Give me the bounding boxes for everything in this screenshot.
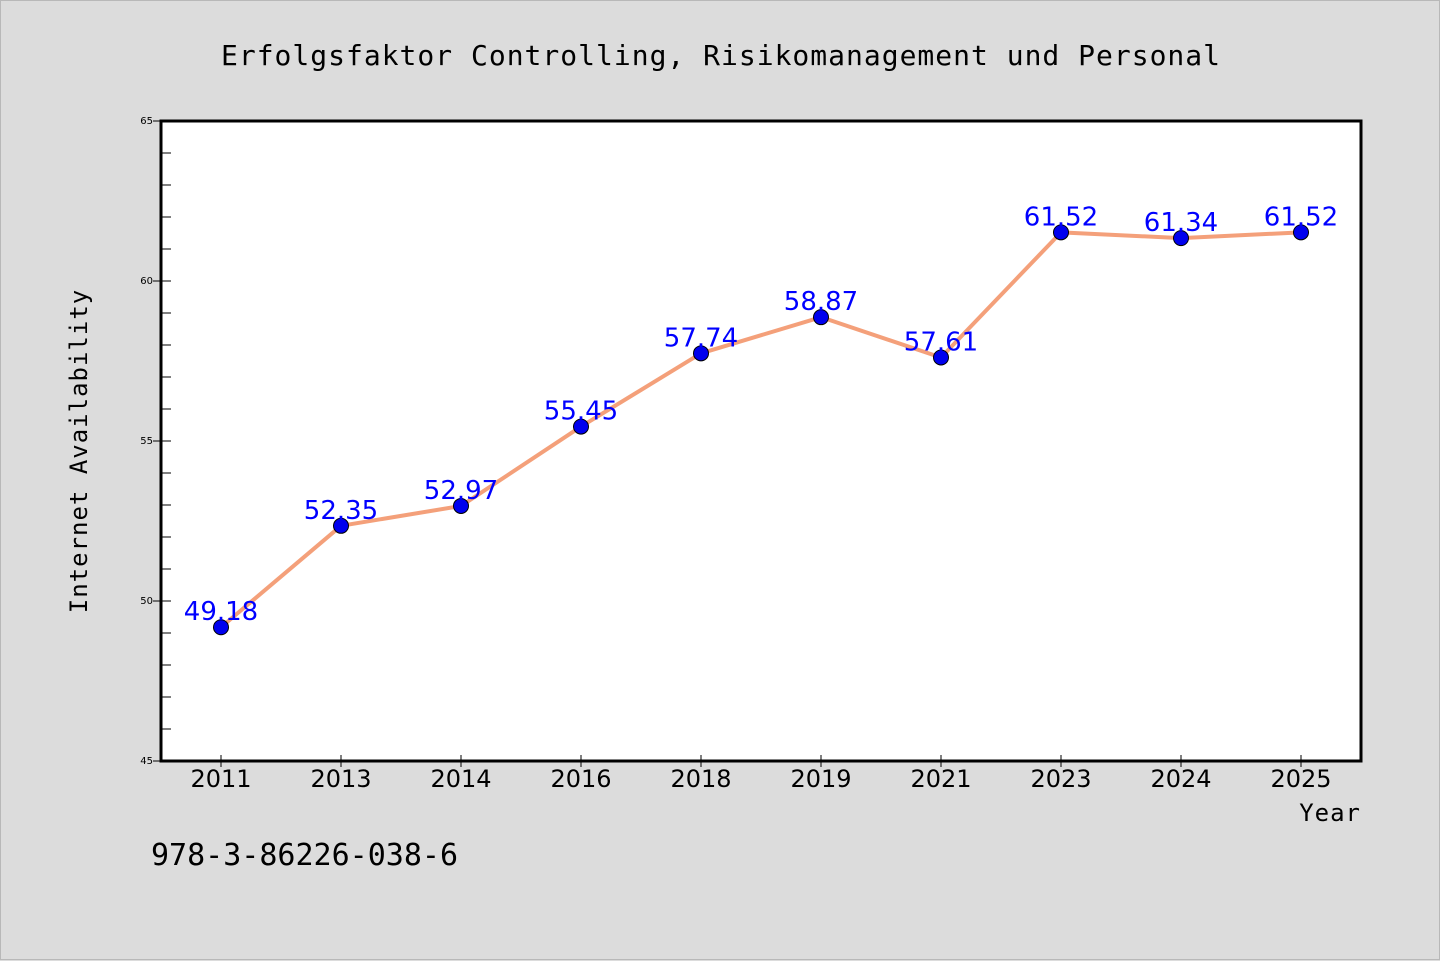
x-axis: 2011 2013 2014 2016 2018 2019 2021 2023 2024 2025 — [190, 755, 1332, 793]
series-layer — [213, 224, 1309, 636]
y-tick-label: 65 — [140, 116, 153, 127]
data-point — [1053, 224, 1069, 241]
data-point — [933, 349, 949, 366]
y-tick-label: 55 — [140, 436, 153, 447]
data-label: 58.87 — [784, 287, 858, 317]
y-tick-label: 50 — [140, 596, 153, 607]
data-point — [333, 517, 349, 534]
plot-area — [161, 121, 1361, 761]
data-label: 57.61 — [904, 327, 978, 357]
data-point — [1293, 224, 1309, 241]
y-tick-label: 60 — [140, 276, 153, 287]
y-axis-label: Internet Availability — [65, 289, 93, 613]
x-tick-label: 2019 — [790, 765, 851, 793]
x-tick-label: 2025 — [1270, 765, 1331, 793]
x-tick-label: 2023 — [1030, 765, 1091, 793]
plot-border — [159, 119, 1363, 763]
data-point — [813, 309, 829, 326]
y-axis: 45 50 55 60 65 — [140, 116, 171, 767]
data-labels: 49.18 52.35 52.97 55.45 57.74 58.87 57.61 61.52… — [184, 202, 1338, 627]
x-tick-label: 2016 — [550, 765, 611, 793]
y-tick-label: 45 — [140, 756, 153, 767]
x-tick-label: 2024 — [1150, 765, 1211, 793]
x-tick-label: 2018 — [670, 765, 731, 793]
data-label: 55.45 — [544, 397, 618, 427]
data-label: 61.52 — [1024, 202, 1098, 232]
x-tick-label: 2011 — [190, 765, 251, 793]
isbn-text: 978-3-86226-038-6 — [151, 838, 458, 873]
data-label: 61.52 — [1264, 202, 1338, 232]
chart-title: Erfolgsfaktor Controlling, Risikomanagem… — [221, 39, 1221, 72]
x-tick-label: 2014 — [430, 765, 491, 793]
x-tick-label: 2013 — [310, 765, 371, 793]
data-point — [213, 619, 229, 636]
data-label: 61.34 — [1144, 208, 1218, 238]
series-line — [219, 230, 1302, 629]
data-point — [573, 418, 589, 435]
data-label: 52.97 — [424, 476, 498, 506]
data-point — [1173, 230, 1189, 247]
data-label: 52.35 — [304, 496, 378, 526]
data-point — [693, 345, 709, 362]
data-label: 57.74 — [664, 323, 738, 353]
x-tick-label: 2021 — [910, 765, 971, 793]
x-axis-label: Year — [1299, 799, 1361, 827]
data-point — [453, 497, 469, 514]
data-label: 49.18 — [184, 597, 258, 627]
